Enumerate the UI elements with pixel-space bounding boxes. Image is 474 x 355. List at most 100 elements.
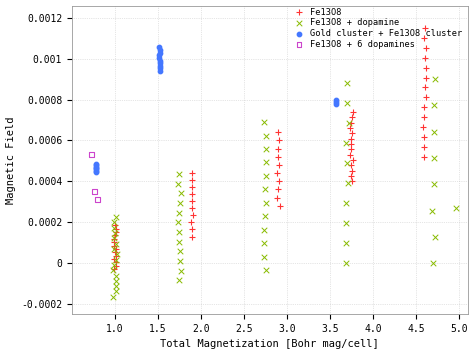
Fe13O8 + dopamine (112, 283, 119, 289)
Fe13O8 (110, 256, 118, 262)
Fe13O8 (349, 157, 356, 163)
Fe13O8 + dopamine (176, 258, 184, 264)
Gold cluster + Fe13O8 cluster (92, 161, 100, 167)
Fe13O8 + dopamine (109, 267, 117, 273)
Fe13O8 (274, 154, 282, 160)
Gold cluster + Fe13O8 cluster (156, 63, 164, 69)
Fe13O8 (188, 226, 196, 232)
Fe13O8 (420, 104, 428, 110)
Gold cluster + Fe13O8 cluster (92, 168, 100, 174)
Fe13O8 + dopamine (175, 278, 183, 283)
Gold cluster + Fe13O8 cluster (92, 163, 100, 168)
Fe13O8 (188, 198, 196, 204)
Fe13O8 + dopamine (112, 214, 120, 220)
Fe13O8 + dopamine (430, 181, 438, 187)
Fe13O8 + dopamine (262, 267, 270, 273)
Fe13O8 (111, 233, 119, 238)
Fe13O8 + dopamine (429, 260, 437, 266)
Fe13O8 + dopamine (343, 140, 350, 146)
Fe13O8 + dopamine (431, 76, 438, 82)
Fe13O8 + dopamine (262, 213, 269, 219)
Fe13O8 + dopamine (175, 239, 182, 245)
Gold cluster + Fe13O8 cluster (156, 68, 164, 74)
Fe13O8 + dopamine (112, 241, 120, 246)
Fe13O8 + dopamine (175, 229, 182, 235)
Fe13O8 + 6 dopamines (91, 189, 98, 195)
Legend: Fe13O8, Fe13O8 + dopamine, Gold cluster + Fe13O8 cluster, Fe13O8 + 6 dopamines: Fe13O8, Fe13O8 + dopamine, Gold cluster … (290, 7, 463, 50)
Fe13O8 (112, 260, 120, 265)
Fe13O8 + dopamine (342, 220, 349, 226)
Fe13O8 + dopamine (112, 273, 120, 278)
Fe13O8 (188, 206, 196, 211)
Fe13O8 (420, 144, 428, 150)
Gold cluster + Fe13O8 cluster (332, 97, 340, 102)
Fe13O8 (112, 263, 119, 269)
Gold cluster + Fe13O8 cluster (92, 169, 100, 175)
Fe13O8 (346, 125, 354, 131)
Fe13O8 (421, 84, 428, 90)
Fe13O8 (347, 136, 355, 141)
Fe13O8 (349, 109, 356, 115)
Gold cluster + Fe13O8 cluster (333, 99, 340, 104)
Fe13O8 + dopamine (177, 268, 184, 274)
Fe13O8 + dopamine (109, 294, 117, 300)
Fe13O8 + dopamine (262, 160, 270, 165)
Fe13O8 + dopamine (260, 240, 268, 246)
Fe13O8 + dopamine (428, 208, 436, 213)
Fe13O8 + dopamine (175, 171, 183, 177)
Fe13O8 (110, 236, 118, 242)
Gold cluster + Fe13O8 cluster (155, 45, 163, 50)
Fe13O8 (420, 35, 428, 41)
Gold cluster + Fe13O8 cluster (92, 166, 100, 172)
Fe13O8 (348, 179, 356, 184)
Gold cluster + Fe13O8 cluster (156, 60, 164, 66)
Fe13O8 (188, 184, 196, 190)
Fe13O8 + 6 dopamines (88, 152, 96, 158)
Fe13O8 + dopamine (262, 187, 269, 192)
Fe13O8 + dopamine (260, 227, 268, 233)
Fe13O8 + dopamine (174, 181, 182, 187)
Gold cluster + Fe13O8 cluster (156, 66, 164, 71)
Fe13O8 (274, 130, 282, 135)
Fe13O8 (422, 94, 429, 100)
Fe13O8 + dopamine (342, 260, 350, 266)
Fe13O8 (348, 130, 356, 136)
Fe13O8 (112, 246, 120, 252)
Fe13O8 + dopamine (177, 191, 184, 196)
Fe13O8 (347, 173, 355, 179)
Fe13O8 + 6 dopamines (94, 197, 101, 203)
Fe13O8 (111, 250, 119, 255)
Fe13O8 (275, 179, 283, 184)
Fe13O8 (189, 191, 196, 197)
Fe13O8 + dopamine (260, 119, 268, 125)
Fe13O8 (276, 203, 283, 209)
Fe13O8 + dopamine (111, 219, 118, 225)
Fe13O8 (275, 138, 283, 143)
Fe13O8 (112, 226, 120, 231)
Fe13O8 (275, 162, 283, 168)
Fe13O8 (422, 65, 429, 71)
Fe13O8 + dopamine (343, 200, 350, 206)
Fe13O8 + dopamine (431, 155, 438, 161)
Fe13O8 (188, 234, 196, 239)
Fe13O8 (347, 141, 355, 147)
Fe13O8 + dopamine (109, 246, 117, 252)
Fe13O8 + dopamine (111, 230, 119, 236)
Fe13O8 + dopamine (176, 200, 184, 206)
Fe13O8 + dopamine (431, 234, 438, 240)
Fe13O8 (273, 170, 281, 176)
Fe13O8 (422, 45, 429, 51)
Fe13O8 + dopamine (430, 129, 438, 135)
Fe13O8 + dopamine (175, 210, 182, 215)
Fe13O8 (420, 114, 428, 120)
Fe13O8 (420, 134, 428, 140)
Gold cluster + Fe13O8 cluster (92, 164, 100, 170)
Fe13O8 (188, 170, 195, 176)
Fe13O8 (274, 146, 282, 152)
Fe13O8 (189, 213, 196, 218)
Fe13O8 + dopamine (262, 200, 269, 206)
Fe13O8 + dopamine (343, 160, 351, 166)
Fe13O8 + dopamine (112, 289, 120, 294)
Fe13O8 (420, 154, 428, 160)
Fe13O8 (346, 152, 354, 157)
